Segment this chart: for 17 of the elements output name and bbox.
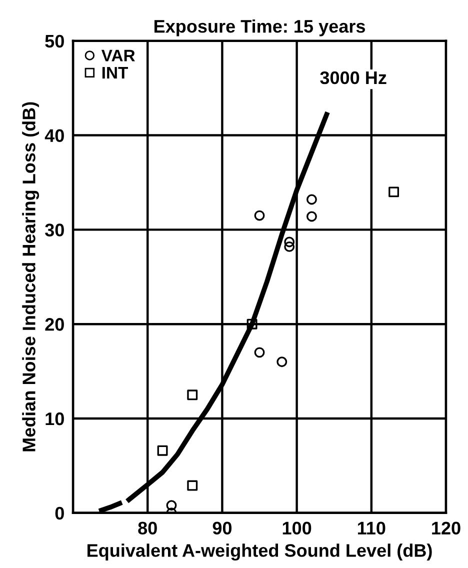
y-tick-label: 30 [45,224,64,236]
legend-label: INT [102,67,128,79]
y-tick-label: 40 [44,129,64,142]
x-tick-label: 90 [212,522,232,534]
y-tick-label: 50 [45,34,64,48]
x-tick-label: 80 [138,522,157,534]
x-tick-label: 100 [282,522,312,534]
chart-title: Exposure Time: 15 years [154,19,365,36]
x-tick-label: 110 [358,522,386,534]
y-tick-label: 20 [45,318,64,331]
y-tick-label: 10 [46,412,64,426]
y-tick-label: 0 [55,506,64,520]
annotation: 3000 Hz [320,71,386,84]
x-axis-title: Equivalent A-weighted Sound Level (dB) [88,544,432,561]
legend-label: VAR [101,50,135,62]
x-tick-label: 120 [432,522,460,534]
y-axis-title: Median Noise Induced Hearing Loss (dB) [22,102,40,452]
